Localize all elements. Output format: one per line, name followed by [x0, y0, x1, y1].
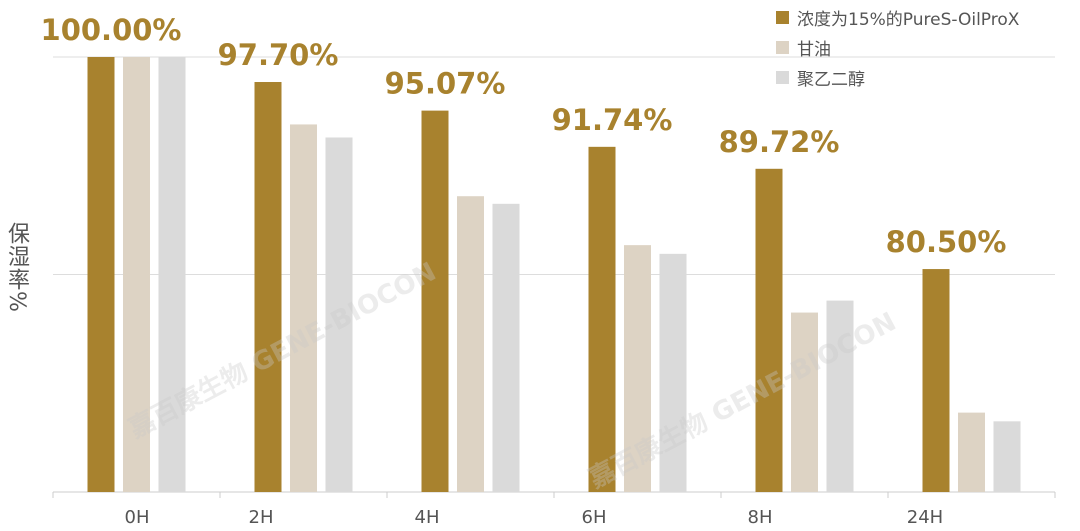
- bar-4H-2: [457, 196, 484, 492]
- legend-item-glycerin: 甘油: [776, 32, 1019, 62]
- bar-24H-2: [958, 412, 985, 492]
- bar-8H-1: [755, 168, 783, 493]
- bar-0H-3: [158, 57, 186, 492]
- legend-item-peg: 聚乙二醇: [776, 62, 1019, 92]
- x-tick-label: 0H: [125, 507, 150, 528]
- legend-label: 浓度为15%的PureS-OilProX: [797, 9, 1020, 30]
- bar-8H-2: [791, 312, 818, 492]
- bar-4H-1: [421, 110, 449, 493]
- legend-label: 聚乙二醇: [797, 69, 865, 90]
- bar-6H-1: [588, 146, 616, 492]
- bar-2H-3: [325, 137, 353, 492]
- data-label: 100.00%: [41, 13, 182, 47]
- bar-6H-2: [624, 245, 651, 492]
- x-tick-label: 24H: [907, 507, 943, 528]
- y-axis-label: 保湿率%: [4, 222, 29, 313]
- legend-label: 甘油: [797, 39, 831, 60]
- legend-swatch: [776, 40, 789, 54]
- legend: 浓度为15%的PureS-OilProX 甘油 聚乙二醇: [776, 2, 1019, 92]
- data-label: 80.50%: [886, 225, 1007, 259]
- bar-6H-3: [659, 253, 687, 492]
- bar-0H-2: [123, 57, 150, 492]
- x-tick-label: 8H: [748, 507, 773, 528]
- data-label: 95.07%: [385, 67, 506, 101]
- legend-item-pures: 浓度为15%的PureS-OilProX: [776, 2, 1019, 32]
- data-label: 91.74%: [552, 103, 673, 137]
- x-tick-label: 2H: [249, 507, 274, 528]
- bar-8H-3: [826, 300, 854, 492]
- x-tick-label: 6H: [582, 507, 607, 528]
- data-label: 89.72%: [719, 125, 840, 159]
- bar-24H-3: [993, 421, 1021, 492]
- legend-swatch: [776, 10, 789, 24]
- bar-4H-3: [492, 203, 520, 492]
- bar-2H-1: [254, 82, 282, 492]
- data-label: 97.70%: [218, 38, 339, 72]
- bar-2H-2: [290, 124, 317, 493]
- bar-24H-1: [922, 269, 950, 492]
- bar-0H-1: [87, 57, 115, 492]
- x-tick-label: 4H: [415, 507, 440, 528]
- legend-swatch: [776, 70, 789, 84]
